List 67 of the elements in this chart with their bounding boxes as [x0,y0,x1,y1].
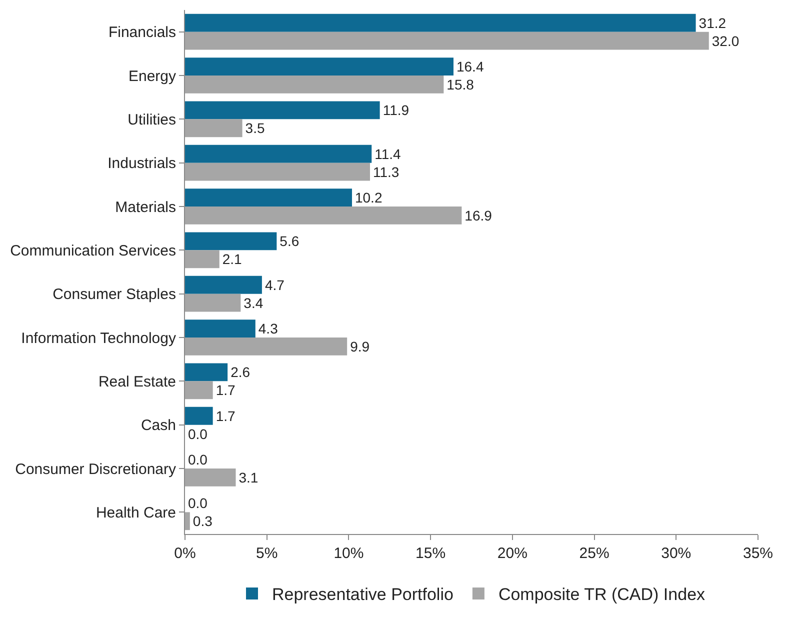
y-tick-label: Utilities [128,111,176,128]
y-tick-label: Financials [108,24,176,42]
bar [185,32,709,50]
data-label: 16.4 [456,58,484,75]
data-label: 1.7 [216,408,236,424]
x-tick-label: 5% [256,545,278,562]
data-label: 2.1 [222,251,242,268]
y-tick-label: Consumer Staples [52,286,176,304]
x-tick-label: 10% [334,545,364,562]
bar [185,406,213,425]
bar [185,188,352,206]
data-label: 11.3 [373,164,400,180]
legend-label: Composite TR (CAD) Index [498,585,706,604]
data-label: 4.3 [258,320,278,337]
data-label: 15.8 [446,76,474,92]
bar [185,512,190,530]
y-tick-label: Industrials [108,155,176,172]
bar [185,162,370,181]
bar [185,250,220,268]
bar [185,294,241,312]
bar [185,144,372,163]
x-tick-label: 25% [579,545,610,562]
y-tick-label: Energy [128,68,176,85]
bar [185,14,696,32]
bar [185,76,444,94]
data-label: 3.4 [244,294,264,311]
bar [185,101,380,120]
bar [185,363,228,382]
x-tick-label: 0% [174,545,196,562]
data-label: 4.7 [264,276,285,293]
data-label: 0.0 [188,426,208,442]
x-tick-label: 30% [661,545,692,562]
y-tick-label: Cash [140,417,176,434]
x-tick-label: 15% [416,545,446,562]
bar [185,206,462,224]
bar [185,276,262,294]
data-label: 11.4 [374,146,402,162]
x-tick-label: 20% [497,545,528,562]
data-label: 9.9 [350,338,370,354]
x-tick-label: 35% [742,545,774,562]
bar [185,468,236,486]
data-label: 3.5 [245,120,265,136]
bar [185,320,256,338]
data-label: 5.6 [280,233,300,250]
data-label: 1.7 [216,382,236,398]
bar [185,232,277,250]
bar [185,381,213,400]
bar [185,58,454,76]
bar [185,119,242,138]
y-tick-label: Communication Services [10,242,176,260]
data-label: 16.9 [464,207,492,224]
data-label: 2.6 [230,364,250,380]
y-tick-label: Consumer Discretionary [15,460,176,478]
legend-label: Representative Portfolio [272,585,454,604]
data-label: 0.3 [192,513,213,530]
data-label: 0.0 [188,452,208,468]
bar [185,338,348,356]
y-tick-label: Real Estate [98,373,176,390]
data-label: 3.1 [238,469,258,486]
data-label: 10.2 [354,190,382,206]
data-label: 31.2 [698,14,726,31]
data-label: 0.0 [188,495,208,512]
data-label: 11.9 [382,102,410,118]
y-tick-label: Health Care [96,504,176,522]
data-label: 32.0 [712,32,740,49]
y-tick-label: Information Technology [21,330,176,347]
y-tick-label: Materials [115,198,176,216]
